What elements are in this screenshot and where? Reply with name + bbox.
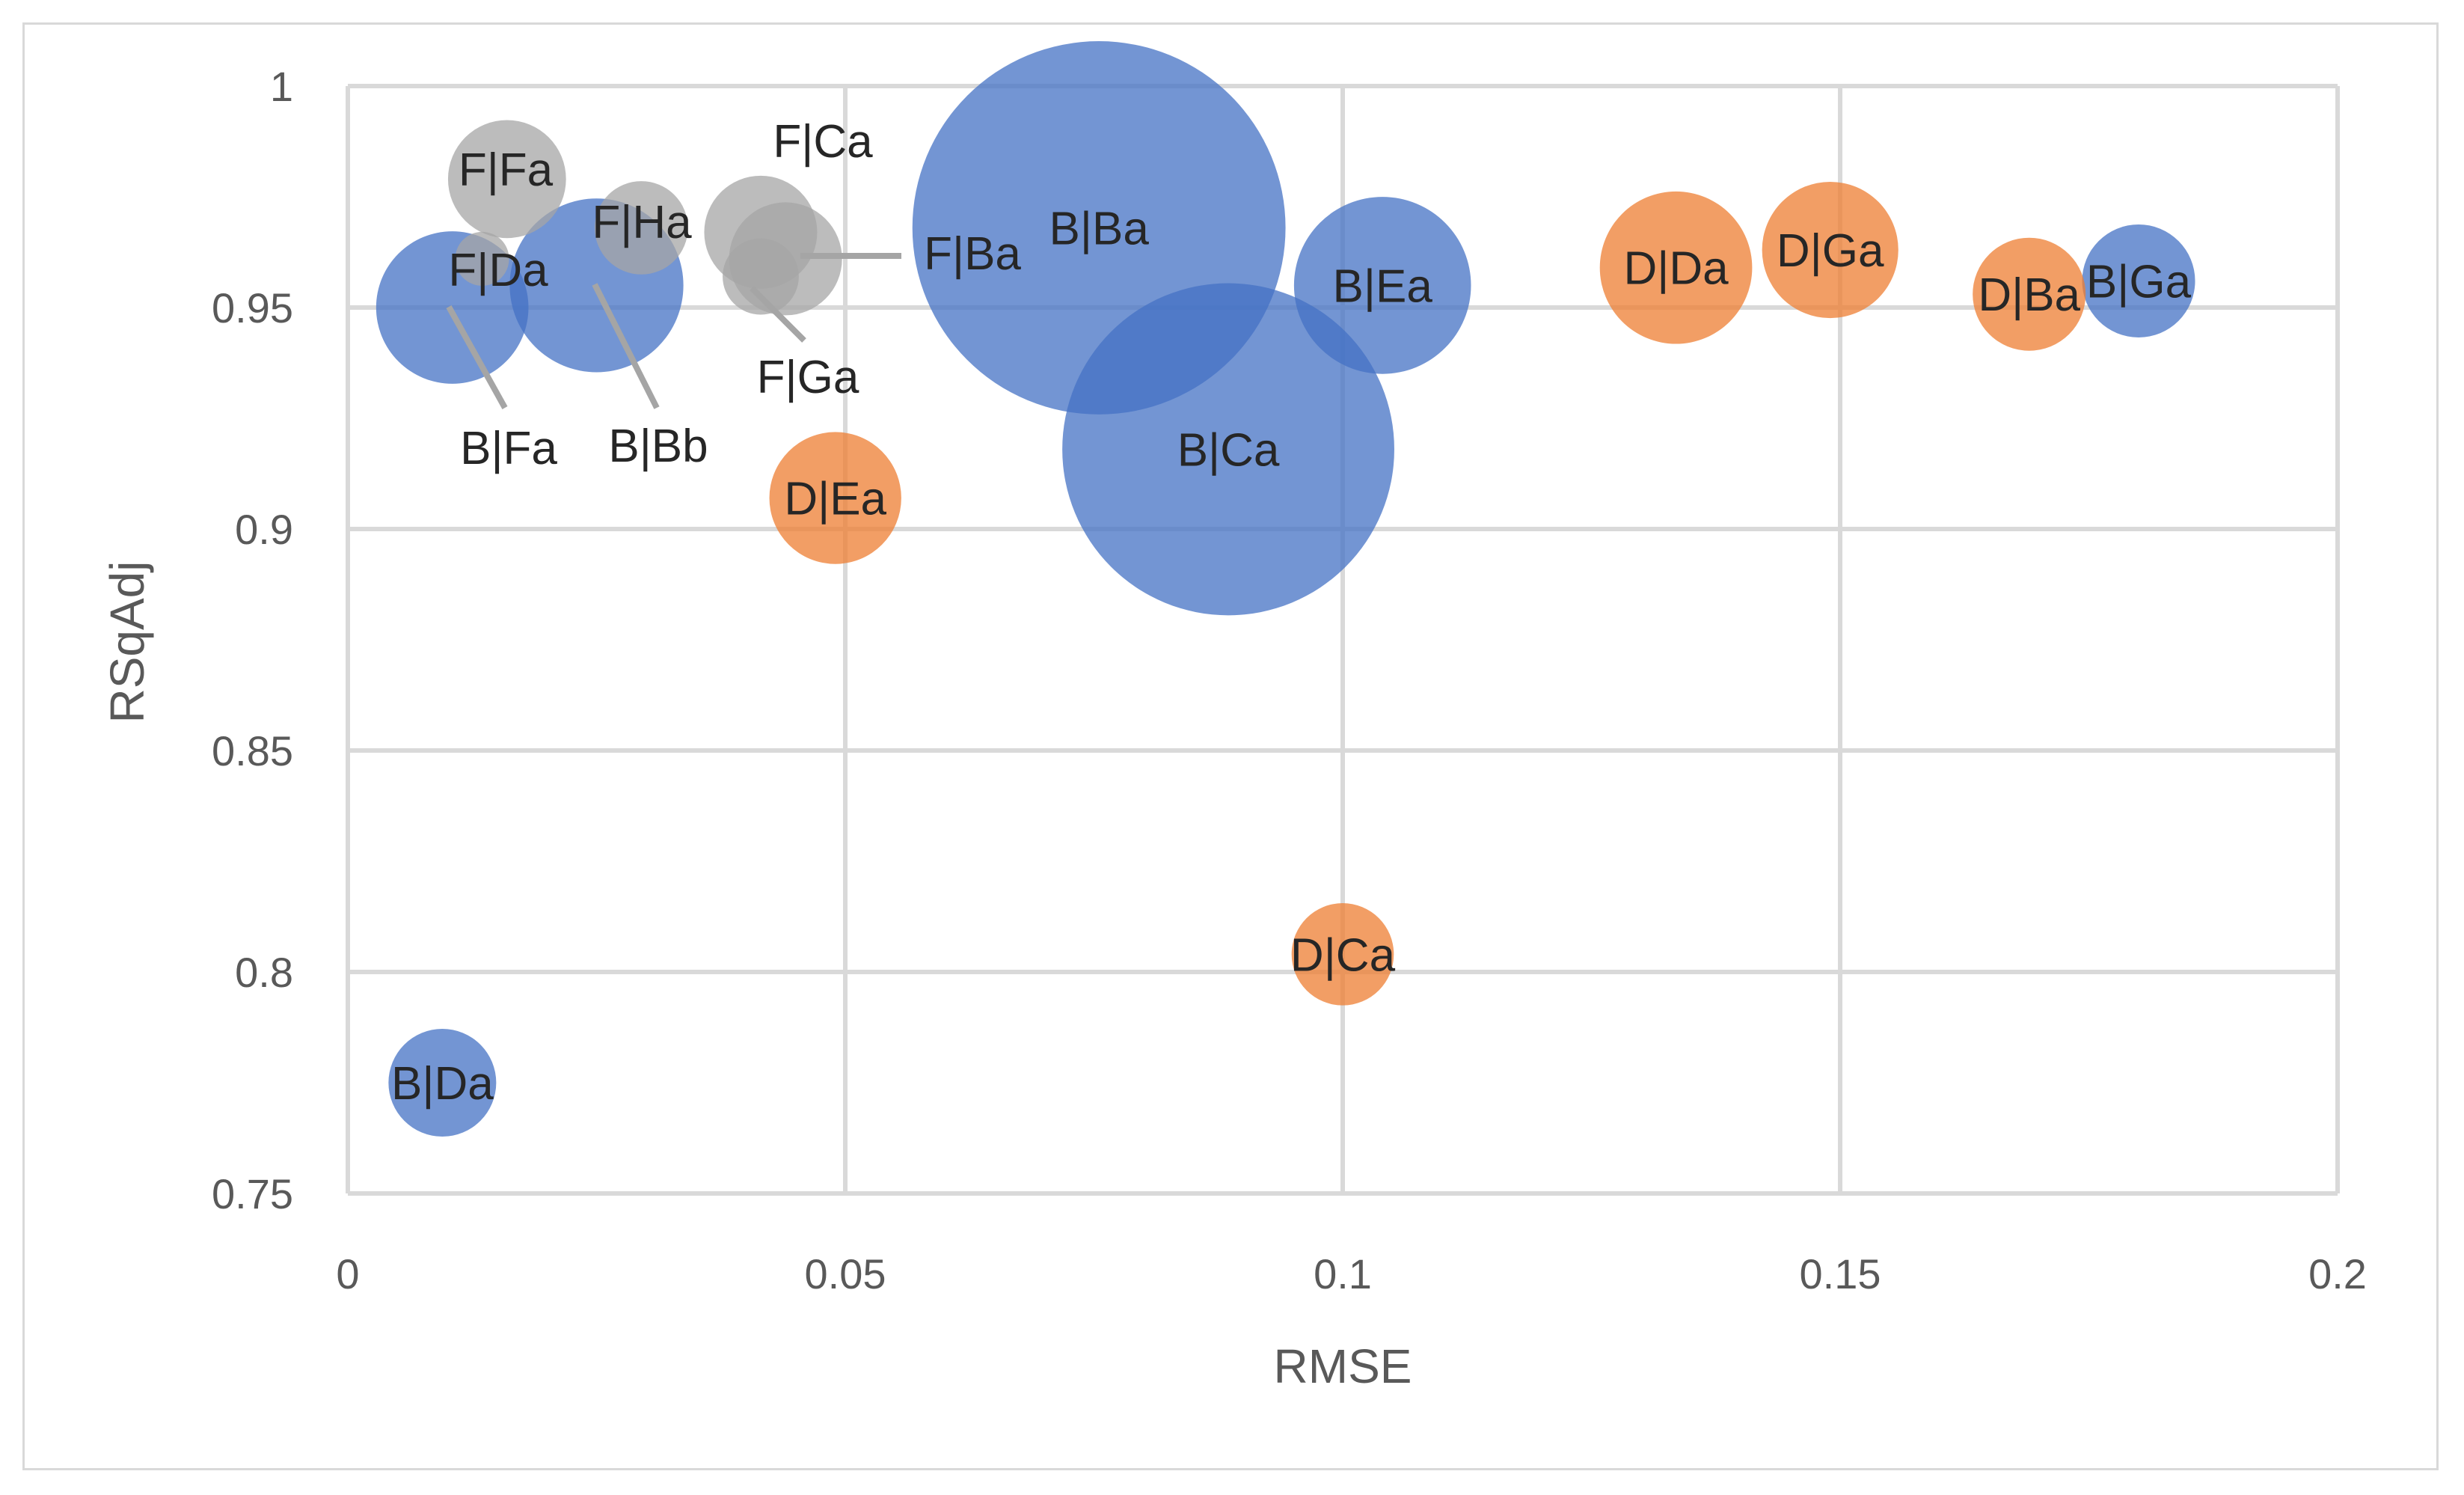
data-label-b-fa: B|Fa [460, 423, 557, 474]
data-label-f-ba: F|Ba [924, 228, 1021, 280]
y-tick-label: 0.95 [212, 284, 293, 331]
bubble-f-da [455, 231, 509, 286]
y-tick-label: 0.75 [212, 1170, 293, 1217]
data-label-b-ea: B|Ea [1333, 260, 1433, 312]
data-label-d-ca: D|Ca [1290, 929, 1396, 981]
x-axis-title: RMSE [1274, 1339, 1412, 1393]
leader-line-b-bb [592, 283, 660, 409]
data-label-d-ea: D|Ea [784, 474, 886, 525]
tick-labels: 0 0.05 0.1 0.15 0.2 0.75 0.8 0.85 0.9 0.95 1 [212, 63, 2367, 1297]
bubble-d-da [1599, 191, 1753, 344]
bubble-b-ga [2082, 224, 2195, 337]
leader-line-b-fa [446, 305, 508, 409]
data-label-f-ga: F|Ga [757, 352, 859, 403]
x-tick-label: 0 [336, 1250, 359, 1297]
data-label-d-ba: D|Ba [1978, 269, 2080, 321]
leader-lines [446, 253, 901, 409]
x-tick-label: 0.2 [2308, 1250, 2367, 1297]
bubble-d-ba [1973, 237, 2086, 351]
data-label-b-ba: B|Ba [1049, 203, 1150, 254]
data-label-f-fa: F|Fa [459, 144, 554, 196]
y-axis-title: RSqAdj [100, 561, 154, 724]
data-label-b-ga: B|Ga [2086, 256, 2192, 308]
data-label-b-bb: B|Bb [608, 421, 708, 472]
bubble-b-da [388, 1029, 497, 1137]
data-label-d-da: D|Da [1623, 243, 1729, 295]
bubble-f-ga [723, 238, 799, 315]
data-label-f-ca: F|Ca [773, 116, 873, 168]
x-tick-label: 0.05 [805, 1250, 886, 1297]
bubble-f-fa [447, 120, 566, 239]
bubble-b-ca [1062, 283, 1394, 616]
bubble-f-ha [594, 181, 688, 275]
bubble-labels: B|Da B|Fa B|Bb B|Ba B|Ca B|Ea B|Ga D|Ea D|Ca D|Da… [391, 116, 2192, 1110]
y-tick-label: 0.85 [212, 727, 293, 774]
data-label-f-da: F|Da [448, 245, 548, 296]
bubble-d-ga [1762, 181, 1898, 319]
x-tick-label: 0.1 [1314, 1250, 1372, 1297]
leader-line-f-ga [750, 286, 806, 343]
bubble-b-ea [1293, 197, 1471, 374]
y-tick-label: 0.9 [235, 506, 293, 553]
y-tick-label: 1 [270, 63, 293, 110]
bubble-d-ca [1291, 903, 1394, 1006]
data-label-d-ga: D|Ga [1777, 225, 1884, 277]
data-label-b-da: B|Da [391, 1058, 494, 1110]
y-tick-label: 0.8 [235, 949, 293, 996]
chart-frame [22, 22, 2439, 1470]
x-tick-label: 0.15 [1800, 1250, 1881, 1297]
data-label-f-ha: F|Ha [592, 197, 692, 248]
bubble-d-ea [769, 432, 901, 564]
data-label-b-ca: B|Ca [1177, 424, 1280, 476]
